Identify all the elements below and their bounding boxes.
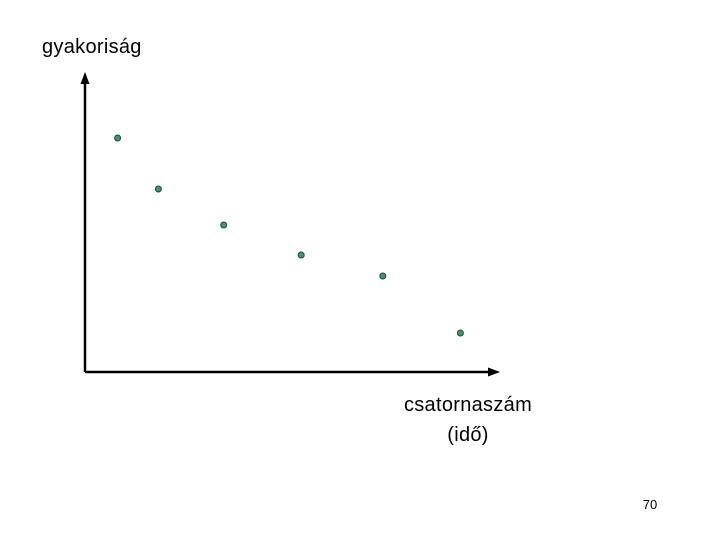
data-point-3 bbox=[220, 221, 228, 229]
x-axis-arrowhead bbox=[488, 367, 500, 377]
y-axis-arrowhead bbox=[80, 72, 90, 84]
data-points-group bbox=[114, 134, 464, 337]
x-axis-label-line-2: (idő) bbox=[447, 424, 489, 446]
data-point-6 bbox=[456, 329, 464, 337]
data-point-5 bbox=[379, 272, 387, 280]
x-axis-label-line-1: csatornaszám bbox=[403, 394, 533, 416]
data-point-2 bbox=[154, 185, 162, 193]
data-point-4 bbox=[297, 251, 305, 259]
data-point-1 bbox=[114, 134, 122, 142]
y-axis-label: gyakoriság bbox=[42, 36, 142, 58]
x-axis-label: csatornaszám (idő) bbox=[385, 390, 551, 450]
page-number: 70 bbox=[642, 497, 658, 512]
